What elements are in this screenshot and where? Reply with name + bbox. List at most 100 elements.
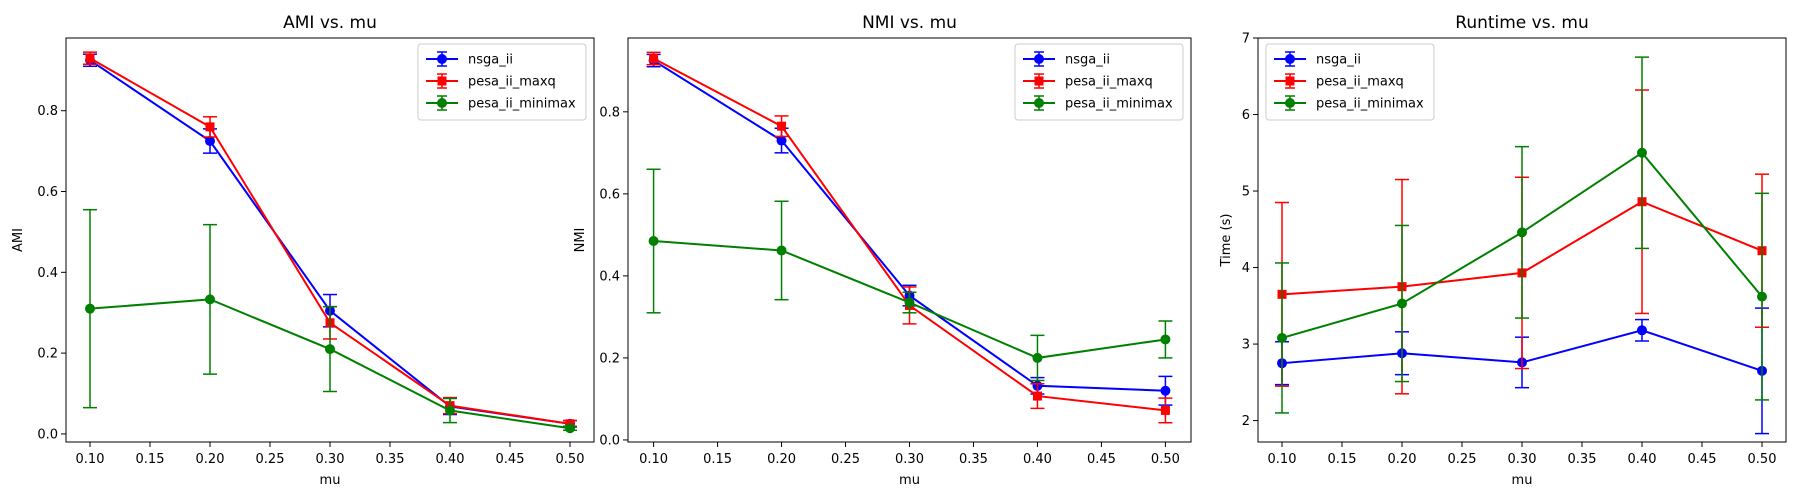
data-point (325, 344, 335, 355)
x-tick-label: 0.15 (703, 452, 732, 467)
x-axis-label: mu (320, 473, 341, 488)
plot-frame (627, 37, 1192, 443)
y-tick-label: 5 (1242, 185, 1250, 200)
y-tick-label: 4 (1242, 261, 1250, 276)
x-tick-label: 0.40 (1023, 452, 1052, 467)
data-point (205, 136, 215, 147)
y-axis-label: Time (s) (1219, 214, 1234, 268)
legend-label: pesa_ii_minimax (1316, 97, 1424, 112)
legend-marker (437, 76, 447, 86)
y-tick-label: 0.4 (37, 266, 58, 281)
x-tick-label: 0.30 (1508, 452, 1537, 467)
y-tick-label: 0.8 (599, 105, 620, 120)
data-point (1637, 325, 1647, 336)
x-tick-label: 0.25 (256, 452, 285, 467)
y-tick-label: 2 (1242, 414, 1250, 429)
x-tick-label: 0.50 (1748, 452, 1777, 467)
legend-label: pesa_ii_minimax (468, 97, 576, 112)
data-point (1160, 334, 1171, 345)
legend: nsga_ii pesa_ii_maxq pesa_ii_minimax (1265, 43, 1435, 121)
data-point (904, 297, 915, 308)
x-tick-label: 0.10 (1268, 452, 1297, 467)
x-axis-label: mu (1512, 473, 1533, 488)
x-tick-label: 0.25 (831, 452, 860, 467)
legend-label: pesa_ii_maxq (468, 75, 556, 90)
data-point (1160, 385, 1171, 396)
data-point (1757, 291, 1767, 302)
data-point (777, 121, 787, 131)
y-tick-label: 7 (1242, 32, 1250, 47)
x-tick-label: 0.45 (1688, 452, 1717, 467)
y-tick-label: 0.2 (599, 351, 620, 366)
chart-panel: NMI vs. mu 0.10 0.15 0.20 0.25 0.30 0.35 0.40 0.… (573, 13, 1192, 488)
legend: nsga_ii pesa_ii_maxq pesa_ii_minimax (1014, 43, 1184, 121)
data-point (776, 135, 787, 146)
data-point (205, 122, 215, 132)
legend-marker (1034, 54, 1044, 64)
chart-title: NMI vs. mu (862, 13, 957, 33)
data-point (649, 54, 659, 64)
x-tick-label: 0.40 (436, 452, 465, 467)
plot-frame (1257, 37, 1787, 443)
x-tick-label: 0.20 (1388, 452, 1417, 467)
legend-marker (1285, 54, 1295, 64)
data-point (85, 53, 95, 63)
data-point (445, 405, 455, 416)
x-tick-label: 0.15 (1328, 452, 1357, 467)
chart-panels: AMI vs. mu0.10 0.15 0.20 0.25 0.30 0.35 0.40 0.… (11, 13, 1787, 488)
data-point (776, 245, 787, 256)
y-tick-label: 0.6 (37, 185, 58, 200)
data-point (1032, 352, 1043, 363)
data-point (85, 303, 95, 314)
legend-marker (1285, 76, 1295, 86)
y-tick-label: 0.2 (37, 347, 58, 362)
legend-marker (1034, 98, 1044, 108)
y-tick-label: 0.8 (37, 104, 58, 119)
plot-frame (65, 37, 595, 443)
x-tick-label: 0.50 (556, 452, 585, 467)
x-tick-label: 0.30 (316, 452, 345, 467)
legend-marker (437, 54, 447, 64)
data-point (648, 236, 659, 247)
series-pesa_ii_minimax (1275, 56, 1769, 414)
legend-marker (1034, 76, 1044, 86)
x-tick-label: 0.30 (895, 452, 924, 467)
data-point (1637, 147, 1647, 158)
y-tick-label: 3 (1242, 338, 1250, 353)
legend-label: nsga_ii (1065, 53, 1110, 68)
x-tick-label: 0.40 (1628, 452, 1657, 467)
x-axis-label: mu (899, 473, 920, 488)
series-pesa_ii_minimax (83, 208, 577, 434)
legend-label: pesa_ii_maxq (1316, 75, 1404, 90)
x-tick-label: 0.45 (1087, 452, 1116, 467)
legend: nsga_ii pesa_ii_maxq pesa_ii_minimax (417, 43, 587, 121)
y-axis-label: NMI (573, 228, 588, 253)
chart-title: Runtime vs. mu (1455, 13, 1588, 33)
legend-box (1014, 43, 1184, 121)
x-tick-label: 0.10 (76, 452, 105, 467)
x-tick-label: 0.20 (767, 452, 796, 467)
x-tick-label: 0.45 (496, 452, 525, 467)
x-tick-label: 0.35 (376, 452, 405, 467)
data-point (1277, 332, 1287, 343)
y-axis-label: AMI (11, 228, 26, 252)
y-tick-label: 0.6 (599, 187, 620, 202)
legend-label: pesa_ii_minimax (1065, 97, 1173, 112)
y-tick-label: 6 (1242, 108, 1250, 123)
y-tick-label: 0.0 (599, 433, 620, 448)
data-point (1397, 298, 1407, 309)
x-tick-label: 0.35 (1568, 452, 1597, 467)
legend-label: nsga_ii (468, 53, 513, 68)
x-tick-label: 0.25 (1448, 452, 1477, 467)
data-point (565, 423, 575, 434)
chart-panel: Runtime vs. mu 0.10 0.15 0.20 0.25 0.30 0.35 0.… (1219, 13, 1787, 488)
legend-label: pesa_ii_maxq (1065, 75, 1153, 90)
legend-box (1265, 43, 1435, 121)
legend-marker (1285, 98, 1295, 108)
x-tick-label: 0.50 (1151, 452, 1180, 467)
legend-label: nsga_ii (1316, 53, 1361, 68)
legend-marker (437, 98, 447, 108)
data-point (205, 294, 215, 305)
